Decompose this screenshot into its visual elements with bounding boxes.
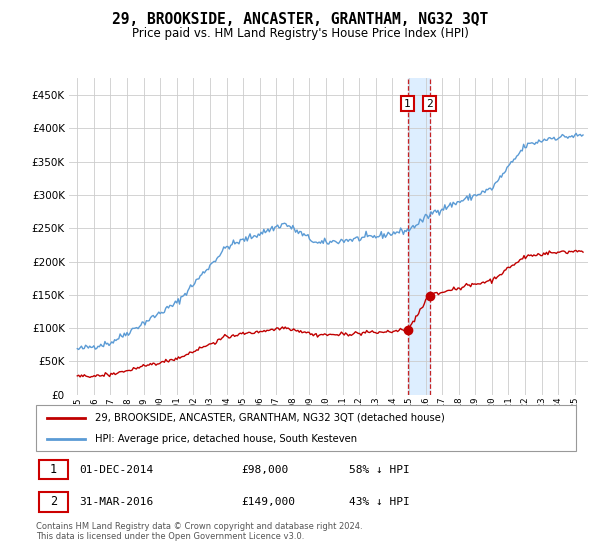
Text: £149,000: £149,000 xyxy=(241,497,295,507)
Text: 01-DEC-2014: 01-DEC-2014 xyxy=(79,465,154,475)
FancyBboxPatch shape xyxy=(39,492,68,512)
Text: Price paid vs. HM Land Registry's House Price Index (HPI): Price paid vs. HM Land Registry's House … xyxy=(131,27,469,40)
Text: 2: 2 xyxy=(50,496,57,508)
Text: HPI: Average price, detached house, South Kesteven: HPI: Average price, detached house, Sout… xyxy=(95,435,358,444)
Text: 43% ↓ HPI: 43% ↓ HPI xyxy=(349,497,410,507)
Text: 29, BROOKSIDE, ANCASTER, GRANTHAM, NG32 3QT: 29, BROOKSIDE, ANCASTER, GRANTHAM, NG32 … xyxy=(112,12,488,27)
Text: Contains HM Land Registry data © Crown copyright and database right 2024.
This d: Contains HM Land Registry data © Crown c… xyxy=(36,522,362,542)
Text: 58% ↓ HPI: 58% ↓ HPI xyxy=(349,465,410,475)
FancyBboxPatch shape xyxy=(36,405,576,451)
Text: £98,000: £98,000 xyxy=(241,465,289,475)
FancyBboxPatch shape xyxy=(39,460,68,479)
Text: 1: 1 xyxy=(50,463,57,476)
Text: 1: 1 xyxy=(404,99,411,109)
Text: 31-MAR-2016: 31-MAR-2016 xyxy=(79,497,154,507)
Bar xyxy=(407,78,430,395)
Text: 2: 2 xyxy=(426,99,433,109)
Text: 29, BROOKSIDE, ANCASTER, GRANTHAM, NG32 3QT (detached house): 29, BROOKSIDE, ANCASTER, GRANTHAM, NG32 … xyxy=(95,413,445,423)
